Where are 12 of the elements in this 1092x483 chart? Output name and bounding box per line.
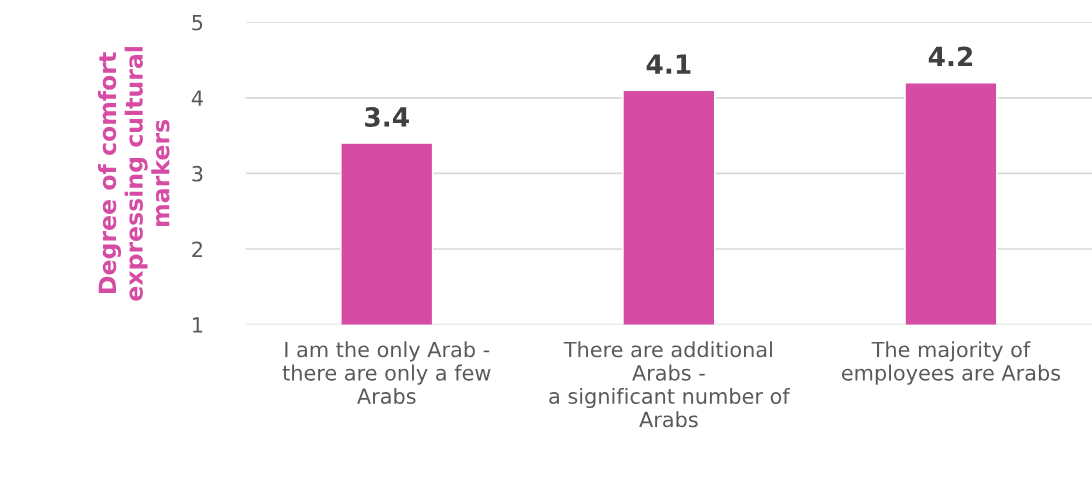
y-tick-label: 3 xyxy=(192,165,203,182)
y-tick-label: 4 xyxy=(191,90,203,106)
y-tick-label: 1 xyxy=(193,317,203,333)
y-tick-label: 5 xyxy=(192,14,203,31)
x-tick-label: There are additional Arabs - a significant number of Arabs xyxy=(549,341,791,428)
data-label: 4.1 xyxy=(646,54,691,74)
y-tick-label: 2 xyxy=(192,241,202,257)
x-tick-label: The majority of employees are Arabs xyxy=(841,341,1061,385)
y-axis-title: Degree of comfort expressing cultural markers xyxy=(98,47,170,301)
data-label: 4.2 xyxy=(928,46,973,67)
data-label: 3.4 xyxy=(365,106,409,127)
x-tick-label: I am the only Arab - there are only a few Arabs xyxy=(282,341,491,405)
